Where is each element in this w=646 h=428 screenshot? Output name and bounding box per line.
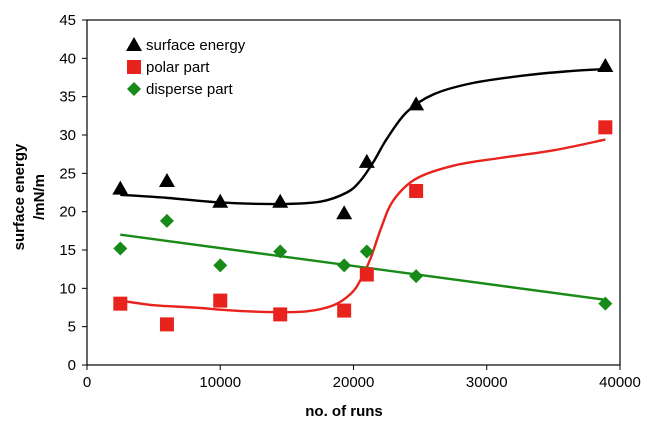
polar-part-point-4 <box>337 303 352 318</box>
axis-titles: no. of runs surface energy /mN/m <box>11 143 383 420</box>
legend-disperse-part-marker <box>127 82 141 96</box>
polar-part-point-3 <box>273 307 288 322</box>
legend-surface-energy-marker <box>126 37 142 51</box>
y-tick-label-3: 15 <box>59 242 76 259</box>
y-tick-label-8: 40 <box>59 50 76 67</box>
polar-part-point-5 <box>359 267 374 282</box>
tick-labels: 0 10000 20000 30000 40000 0 5 10 15 20 25 30 35 40 45 <box>59 12 641 391</box>
legend-polar-part-label: polar part <box>146 59 210 76</box>
surface-energy-point-7 <box>597 58 614 72</box>
y-axis-title-line-2: /mN/m <box>31 174 48 220</box>
x-tick-label-3: 30000 <box>466 374 508 391</box>
legend: surface energy polar part disperse part <box>126 37 246 98</box>
polar-part-point-0 <box>113 296 128 311</box>
surface-energy-point-3 <box>272 193 289 208</box>
y-tick-label-1: 5 <box>68 319 76 336</box>
x-tick-label-2: 20000 <box>333 374 375 391</box>
y-tick-label-2: 10 <box>59 280 76 297</box>
surface-energy-fit-line <box>120 67 606 206</box>
disperse-part-point-6 <box>409 269 424 284</box>
y-tick-label-4: 20 <box>59 204 76 221</box>
surface-energy-point-1 <box>158 173 175 187</box>
y-tick-label-0: 0 <box>68 357 76 374</box>
x-tick-label-1: 10000 <box>199 374 241 391</box>
disperse-part-fit-line <box>120 233 606 302</box>
surface-energy-point-0 <box>112 180 129 195</box>
legend-surface-energy-label: surface energy <box>146 37 246 54</box>
polar-part-point-7 <box>598 120 613 135</box>
y-tick-label-7: 35 <box>59 89 76 106</box>
y-axis-title-line-1: surface energy <box>11 143 28 250</box>
disperse-part-point-0 <box>113 241 128 256</box>
data-points <box>112 58 614 332</box>
surface-energy-point-5 <box>358 153 375 168</box>
legend-polar-part-marker <box>127 60 141 74</box>
x-axis-title: no. of runs <box>305 403 383 420</box>
surface-energy-point-2 <box>212 193 229 208</box>
disperse-part-point-1 <box>159 213 174 228</box>
surface-energy-point-4 <box>336 205 353 220</box>
polar-part-point-1 <box>159 317 174 332</box>
disperse-part-point-7 <box>598 296 613 311</box>
polar-part-point-6 <box>409 183 424 198</box>
x-tick-label-0: 0 <box>83 374 91 391</box>
polar-part-point-2 <box>213 293 228 308</box>
x-tick-label-4: 40000 <box>599 374 641 391</box>
surface-energy-point-6 <box>408 96 425 111</box>
y-tick-label-5: 25 <box>59 165 76 182</box>
legend-disperse-part-label: disperse part <box>146 81 234 98</box>
disperse-part-point-2 <box>213 258 228 273</box>
y-tick-label-9: 45 <box>59 12 76 29</box>
disperse-part-point-4 <box>337 258 352 273</box>
y-tick-label-6: 30 <box>59 127 76 144</box>
disperse-part-point-5 <box>359 244 374 259</box>
disperse-part-point-3 <box>273 244 288 259</box>
axes <box>82 19 621 370</box>
